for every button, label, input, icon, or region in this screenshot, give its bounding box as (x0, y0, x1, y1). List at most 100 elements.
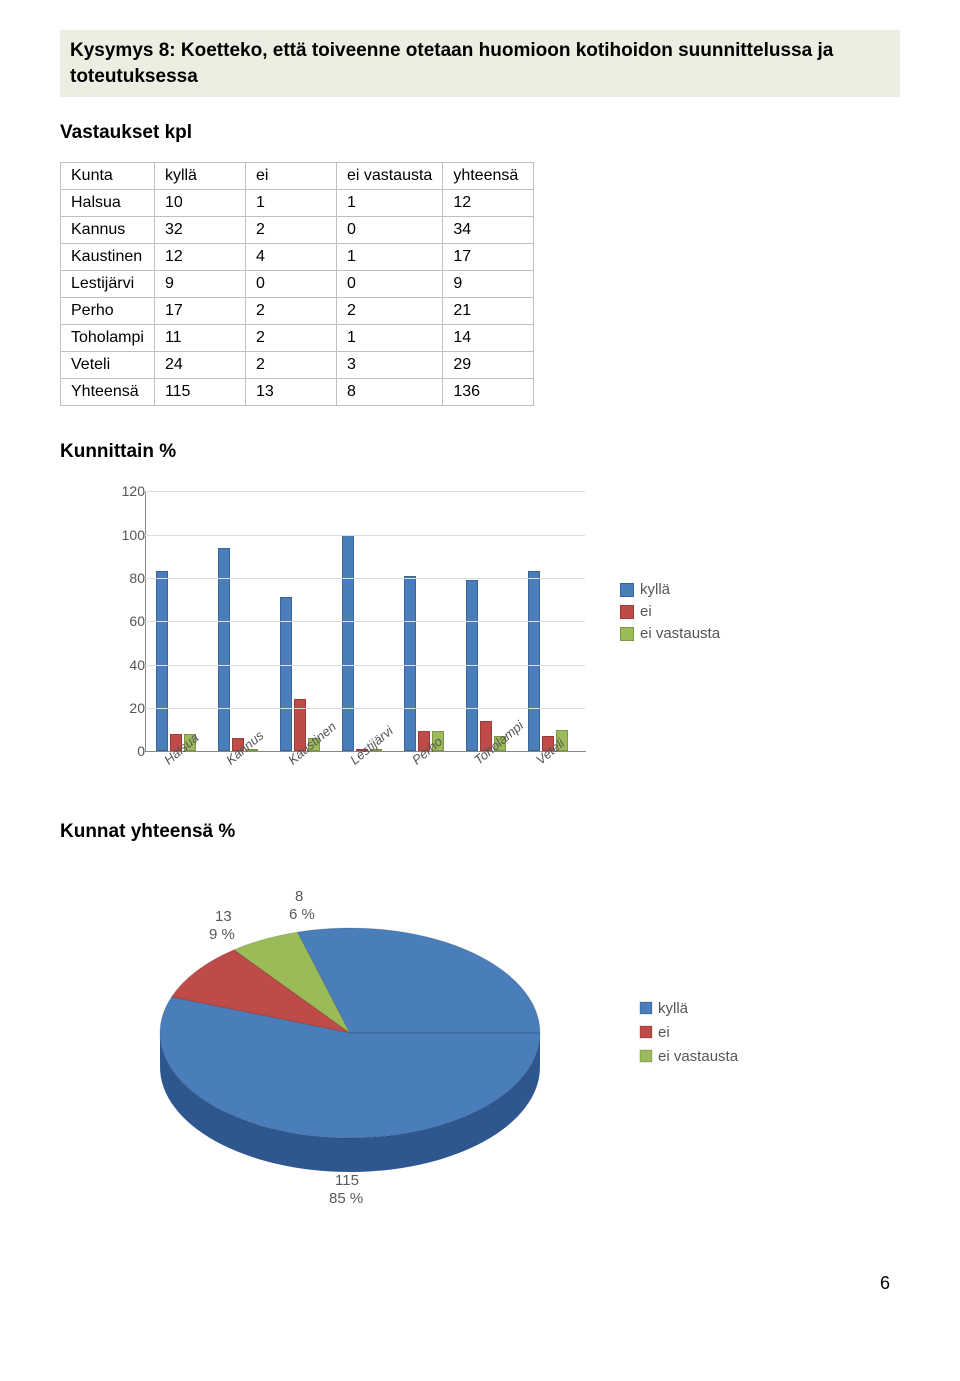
legend-item: ei (620, 603, 720, 620)
subheading-total: Kunnat yhteensä % (60, 821, 900, 843)
legend-swatch (620, 627, 634, 641)
subheading-by-municipality: Kunnittain % (60, 441, 900, 463)
bar-chart-legend: kyllä ei ei vastausta (620, 581, 720, 647)
bar (404, 576, 416, 752)
subheading-responses: Vastaukset kpl (60, 122, 900, 144)
legend-label: ei vastausta (658, 1048, 739, 1065)
table-cell: 34 (443, 217, 534, 244)
y-axis-tick: 60 (100, 613, 145, 629)
table-cell: Perho (61, 298, 155, 325)
table-row: Veteli242329 (61, 352, 534, 379)
responses-table: Kuntakylläeiei vastaustayhteensä Halsua1… (60, 162, 534, 406)
table-cell: 1 (245, 190, 336, 217)
pie-label-pct: 6 % (289, 906, 315, 923)
gridline (145, 621, 585, 622)
bar-group (466, 580, 506, 751)
table-cell: Toholampi (61, 325, 155, 352)
table-cell: 136 (443, 379, 534, 406)
table-cell: 2 (336, 298, 442, 325)
legend-item: kyllä (620, 581, 720, 598)
table-cell: 0 (336, 217, 442, 244)
table-cell: 115 (154, 379, 245, 406)
table-cell: 1 (336, 190, 442, 217)
table-header: ei (245, 163, 336, 190)
table-cell: 9 (443, 271, 534, 298)
table-row: Lestijärvi9009 (61, 271, 534, 298)
table-cell: 12 (443, 190, 534, 217)
bar (528, 571, 540, 751)
legend-label: kyllä (640, 581, 670, 598)
bar-chart-area: 020406080100120HalsuaKannusKaustinenLest… (100, 481, 900, 781)
legend-label: kyllä (658, 1000, 689, 1017)
table-row: Kannus322034 (61, 217, 534, 244)
table-cell: 13 (245, 379, 336, 406)
table-cell: Halsua (61, 190, 155, 217)
legend-swatch (640, 1026, 652, 1038)
bar-chart: 020406080100120HalsuaKannusKaustinenLest… (100, 481, 660, 781)
table-row: Kaustinen124117 (61, 244, 534, 271)
table-cell: Kannus (61, 217, 155, 244)
pie-label-count: 8 (295, 888, 303, 905)
table-cell: 24 (154, 352, 245, 379)
pie-label-pct: 85 % (329, 1190, 363, 1207)
table-row: Halsua101112 (61, 190, 534, 217)
table-cell: 0 (336, 271, 442, 298)
table-cell: 17 (443, 244, 534, 271)
table-header: Kunta (61, 163, 155, 190)
pie-label-count: 13 (215, 908, 232, 925)
bar-group (156, 571, 196, 751)
pie-chart: 11585 % 139 % 86 % kylläeiei vastausta (120, 863, 840, 1223)
table-cell: 8 (336, 379, 442, 406)
bar-group (404, 576, 444, 752)
legend-item: ei vastausta (620, 625, 720, 642)
table-cell: Yhteensä (61, 379, 155, 406)
y-axis-tick: 0 (100, 743, 145, 759)
table-cell: 2 (245, 352, 336, 379)
table-row: Perho172221 (61, 298, 534, 325)
bar-group (342, 535, 382, 752)
table-cell: 29 (443, 352, 534, 379)
question-title: Kysymys 8: Koetteko, että toiveenne otet… (70, 38, 890, 89)
table-cell: 10 (154, 190, 245, 217)
table-cell: 12 (154, 244, 245, 271)
legend-swatch (620, 605, 634, 619)
table-cell: 3 (336, 352, 442, 379)
table-cell: 11 (154, 325, 245, 352)
legend-swatch (640, 1002, 652, 1014)
legend-swatch (620, 583, 634, 597)
table-cell: 32 (154, 217, 245, 244)
pie-legend: kylläeiei vastausta (640, 1000, 739, 1065)
bar (342, 535, 354, 752)
table-cell: 2 (245, 325, 336, 352)
y-axis-tick: 100 (100, 527, 145, 543)
pie-chart-area: 11585 % 139 % 86 % kylläeiei vastausta (120, 863, 900, 1243)
pie-label-pct: 9 % (209, 926, 235, 943)
bar-group (528, 571, 568, 751)
y-axis-tick: 120 (100, 483, 145, 499)
table-cell: Lestijärvi (61, 271, 155, 298)
gridline (145, 535, 585, 536)
table-row: Toholampi112114 (61, 325, 534, 352)
table-row: Yhteensä115138136 (61, 379, 534, 406)
legend-label: ei vastausta (640, 625, 720, 642)
legend-swatch (640, 1050, 652, 1062)
bar (156, 571, 168, 751)
y-axis-tick: 40 (100, 657, 145, 673)
table-cell: 14 (443, 325, 534, 352)
y-axis-tick: 80 (100, 570, 145, 586)
table-cell: 2 (245, 298, 336, 325)
table-cell: 17 (154, 298, 245, 325)
gridline (145, 491, 585, 492)
table-header: yhteensä (443, 163, 534, 190)
bar (466, 580, 478, 751)
gridline (145, 578, 585, 579)
legend-label: ei (640, 603, 652, 620)
table-cell: 21 (443, 298, 534, 325)
pie-label-count: 115 (335, 1172, 359, 1189)
table-cell: 9 (154, 271, 245, 298)
gridline (145, 665, 585, 666)
page-number: 6 (60, 1263, 900, 1294)
table-cell: 4 (245, 244, 336, 271)
table-cell: 1 (336, 244, 442, 271)
table-cell: 2 (245, 217, 336, 244)
